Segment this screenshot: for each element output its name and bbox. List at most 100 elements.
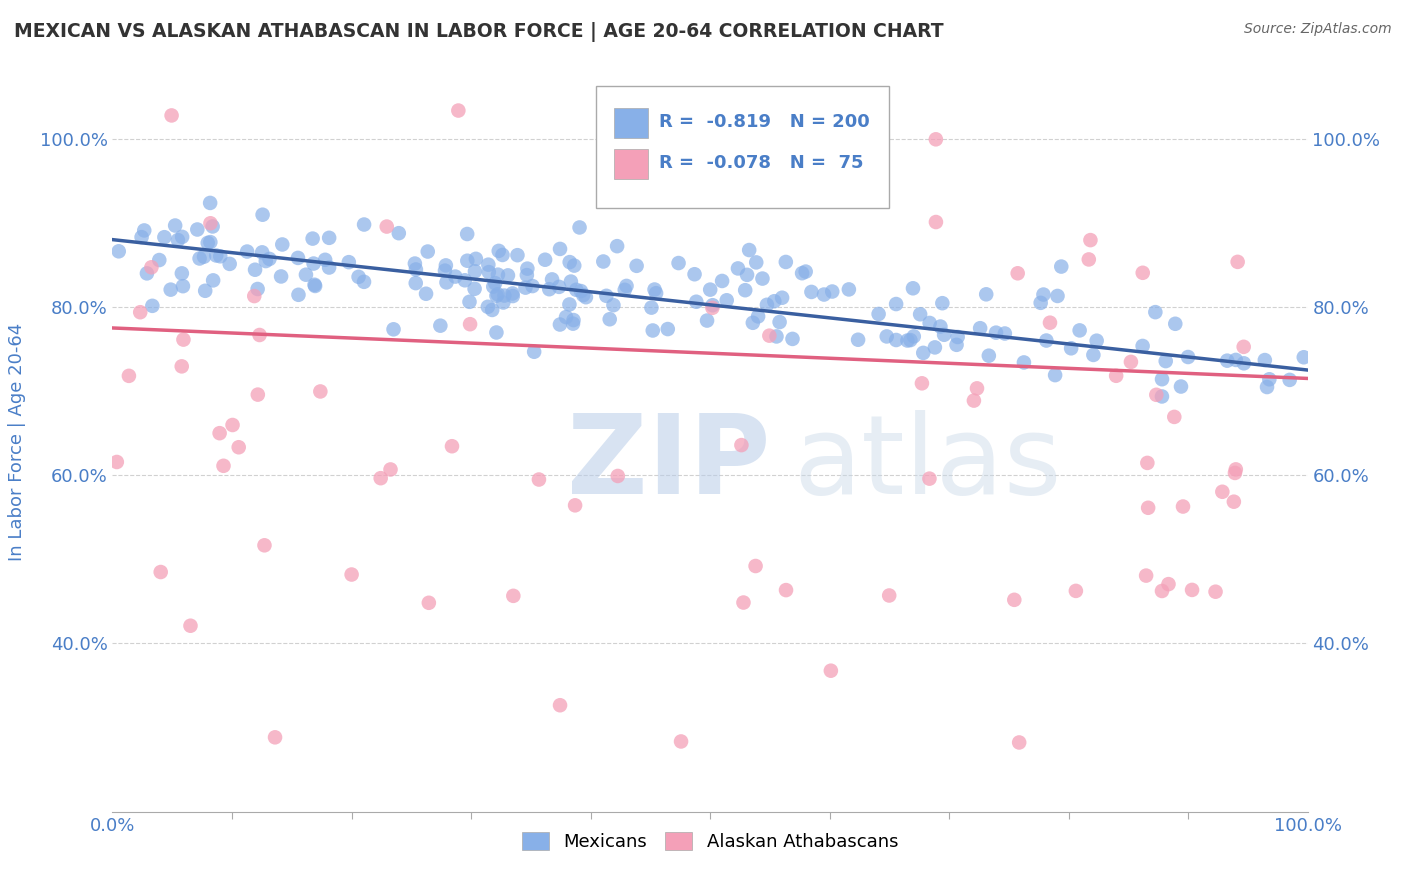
Point <box>254 254 277 268</box>
Point <box>751 271 773 285</box>
Point <box>172 230 194 244</box>
Point <box>1046 289 1069 303</box>
Point <box>209 249 232 263</box>
Point <box>309 384 332 399</box>
Point <box>259 252 281 266</box>
Point <box>702 301 724 315</box>
Point <box>727 261 749 276</box>
Point <box>735 268 758 282</box>
Point <box>924 340 946 354</box>
Point <box>1256 380 1278 394</box>
Point <box>1007 266 1029 280</box>
Point <box>565 283 588 297</box>
Point <box>458 317 481 331</box>
Point <box>548 318 571 332</box>
Point <box>877 589 900 603</box>
Point <box>456 253 478 268</box>
Point <box>1144 305 1167 319</box>
Point <box>1083 348 1105 362</box>
Point <box>484 276 506 290</box>
Point <box>1136 456 1159 470</box>
Point <box>380 462 402 476</box>
Point <box>763 294 786 309</box>
Point <box>416 244 439 259</box>
Point <box>613 283 636 297</box>
Point <box>946 330 969 344</box>
Point <box>1029 295 1052 310</box>
Point <box>741 316 763 330</box>
Point <box>287 287 309 301</box>
Point <box>669 734 692 748</box>
Text: ZIP: ZIP <box>567 410 770 517</box>
Point <box>107 244 129 259</box>
Point <box>433 263 456 277</box>
Point <box>527 473 550 487</box>
Point <box>548 698 571 713</box>
Point <box>538 282 561 296</box>
Point <box>486 268 509 282</box>
Point <box>562 317 585 331</box>
Point <box>1181 582 1204 597</box>
Point <box>1226 255 1249 269</box>
Point <box>560 275 582 289</box>
Point <box>141 260 163 275</box>
Point <box>966 381 988 395</box>
Point <box>1119 355 1142 369</box>
Point <box>415 286 437 301</box>
Point <box>640 301 662 315</box>
Point <box>534 252 557 267</box>
Point <box>706 144 728 158</box>
Point <box>193 250 215 264</box>
Point <box>444 269 467 284</box>
Point <box>167 233 190 247</box>
Point <box>884 297 907 311</box>
Point <box>1043 368 1066 383</box>
Point <box>105 455 128 469</box>
Point <box>730 438 752 452</box>
Point <box>491 248 513 262</box>
Point <box>172 279 194 293</box>
Point <box>1064 583 1087 598</box>
Point <box>1144 388 1167 402</box>
Point <box>562 259 585 273</box>
Point <box>1050 260 1073 274</box>
Point <box>270 269 292 284</box>
Point <box>1164 317 1187 331</box>
Point <box>149 565 172 579</box>
Point <box>925 215 948 229</box>
Point <box>1080 233 1102 247</box>
Point <box>564 499 586 513</box>
Point <box>1225 462 1247 476</box>
Point <box>464 252 486 266</box>
Point <box>1223 494 1246 508</box>
Point <box>977 349 1000 363</box>
Point <box>148 253 170 268</box>
Point <box>488 244 510 258</box>
Point <box>314 252 336 267</box>
Point <box>1292 351 1315 365</box>
Point <box>440 439 463 453</box>
Point <box>782 332 804 346</box>
Point <box>221 417 243 432</box>
Point <box>200 216 222 230</box>
Point <box>1154 354 1177 368</box>
Point <box>250 245 273 260</box>
Point <box>486 287 509 301</box>
Point <box>1170 379 1192 393</box>
Point <box>820 664 842 678</box>
Point <box>447 103 470 118</box>
Point <box>734 283 756 297</box>
Point <box>170 266 193 280</box>
Point <box>562 313 585 327</box>
Point <box>668 256 690 270</box>
Point <box>1157 577 1180 591</box>
Point <box>548 280 571 294</box>
Point <box>1137 500 1160 515</box>
Point <box>1077 252 1099 267</box>
Point <box>929 319 952 334</box>
Point <box>969 321 991 335</box>
Point <box>516 261 538 276</box>
Point <box>482 279 505 293</box>
Point <box>1132 339 1154 353</box>
Point <box>963 393 986 408</box>
